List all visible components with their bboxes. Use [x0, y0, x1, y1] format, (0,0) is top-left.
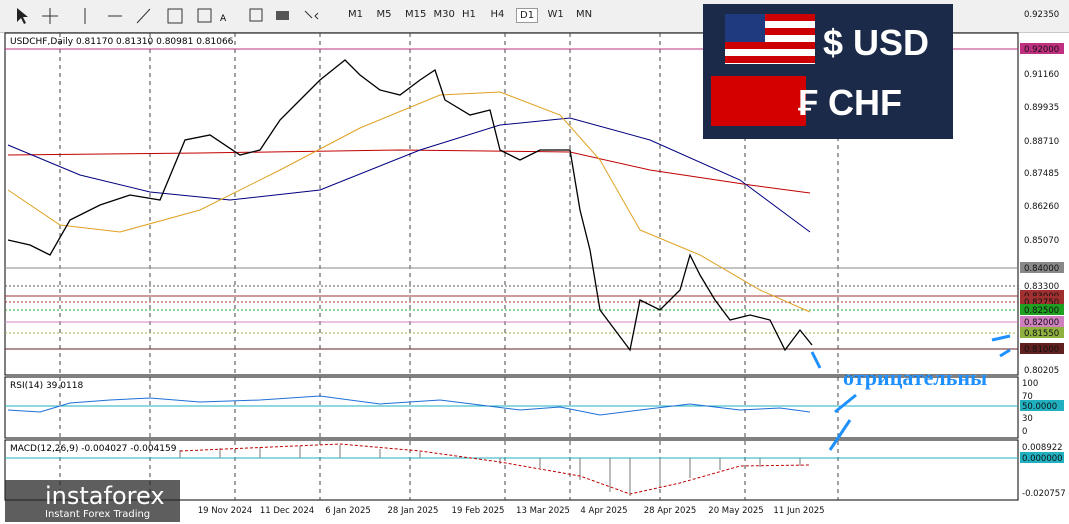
price-label: 0.81550	[1024, 329, 1059, 339]
levels	[5, 48, 1018, 459]
rsi-label: 0	[1022, 427, 1027, 437]
tool-icons: A	[17, 8, 319, 24]
timeframe-button[interactable]: M30	[433, 9, 455, 20]
timeframe-button[interactable]: W1	[547, 9, 564, 20]
chf-label: ₣ CHF	[798, 82, 903, 123]
macd-signal	[179, 443, 811, 495]
rsi-label: 30	[1022, 414, 1033, 424]
price-label: 0.92000	[1024, 45, 1059, 55]
timeframe-button[interactable]: M5	[376, 9, 392, 20]
annotation: отрицательны	[843, 365, 988, 390]
date-label: 11 Dec 2024	[260, 506, 314, 516]
macd-tag	[1020, 452, 1064, 463]
timeframe-button[interactable]: M15	[405, 9, 427, 20]
price-tag	[1020, 327, 1064, 338]
price-label: 0.82750	[1024, 298, 1059, 308]
price-tag	[1020, 304, 1064, 315]
date-label: 28 Apr 2025	[644, 506, 697, 516]
macd-label: -0.020757	[1022, 489, 1066, 499]
price-tag	[1020, 262, 1064, 273]
rsi-line	[7, 395, 811, 416]
price-label: 0.86260	[1024, 202, 1059, 212]
price-label: 0.91160	[1024, 70, 1059, 80]
price-label: 0.81000	[1024, 345, 1059, 355]
rsi-label: 50.0000	[1022, 402, 1057, 412]
macd-label: 0.008922	[1022, 443, 1063, 453]
date-label: 13 Mar 2025	[516, 506, 570, 516]
price-tag	[1020, 296, 1064, 307]
price-tag	[1020, 316, 1064, 327]
rsi-tag	[1020, 400, 1064, 411]
timeframe-button[interactable]: M1	[348, 9, 363, 20]
price-label: 0.80205	[1024, 366, 1059, 376]
macd-label: 0.000000	[1022, 454, 1063, 464]
timeframe-button[interactable]: MN	[576, 9, 593, 20]
usd-label: $ USD	[823, 22, 930, 63]
macd-header: MACD(12,26,9) -0.004027 -0.004159	[10, 444, 177, 454]
date-label: 6 Jan 2025	[325, 506, 371, 516]
ma-100	[7, 117, 811, 233]
chart-header: USDCHF,Daily 0.81170 0.81310 0.80981 0.8…	[10, 37, 234, 47]
date-label: 20 May 2025	[708, 506, 763, 516]
date-label: 19 Nov 2024	[198, 506, 252, 516]
arrows	[810, 334, 1011, 451]
macd-panel	[4, 439, 1019, 501]
timeframe-button[interactable]: H4	[490, 9, 505, 20]
price-tag	[1020, 290, 1064, 301]
brand: instaforex	[45, 482, 165, 510]
tagline: Instant Forex Trading	[45, 509, 151, 520]
date-label: 28 Jan 2025	[388, 506, 439, 516]
price-tag	[1020, 343, 1064, 354]
macd-hist	[179, 445, 801, 496]
price-label: 0.89935	[1024, 103, 1059, 113]
rsi-header: RSI(14) 39.0118	[10, 381, 83, 391]
timeframe-button[interactable]: H1	[462, 9, 476, 20]
rsi-panel	[4, 376, 1019, 439]
rsi-label: 100	[1022, 379, 1038, 389]
price-label: 0.84000	[1024, 264, 1059, 274]
price-label: 0.85070	[1024, 236, 1059, 246]
date-label: 4 Apr 2025	[580, 506, 627, 516]
date-label: 19 Feb 2025	[452, 506, 505, 516]
date-label: 11 Jun 2025	[773, 506, 824, 516]
price-label: 0.88710	[1024, 137, 1059, 147]
pair-banner: $ USD ₣ CHF	[703, 4, 953, 139]
price-label: 0.82000	[1024, 318, 1059, 328]
watermark: instaforex Instant Forex Trading	[5, 480, 180, 522]
price-label: 0.82500	[1024, 306, 1059, 316]
price-label: 0.87485	[1024, 169, 1059, 179]
timeframe-button[interactable]: D1	[516, 8, 539, 23]
price-tag	[1020, 43, 1064, 54]
ma-50	[7, 91, 811, 313]
main-panel	[4, 32, 1019, 376]
text-tool[interactable]: A	[220, 14, 227, 24]
price	[7, 59, 813, 352]
rsi-label: 70	[1022, 392, 1033, 402]
price-label: 0.92350	[1024, 10, 1059, 20]
price-label: 0.83300	[1024, 282, 1059, 292]
